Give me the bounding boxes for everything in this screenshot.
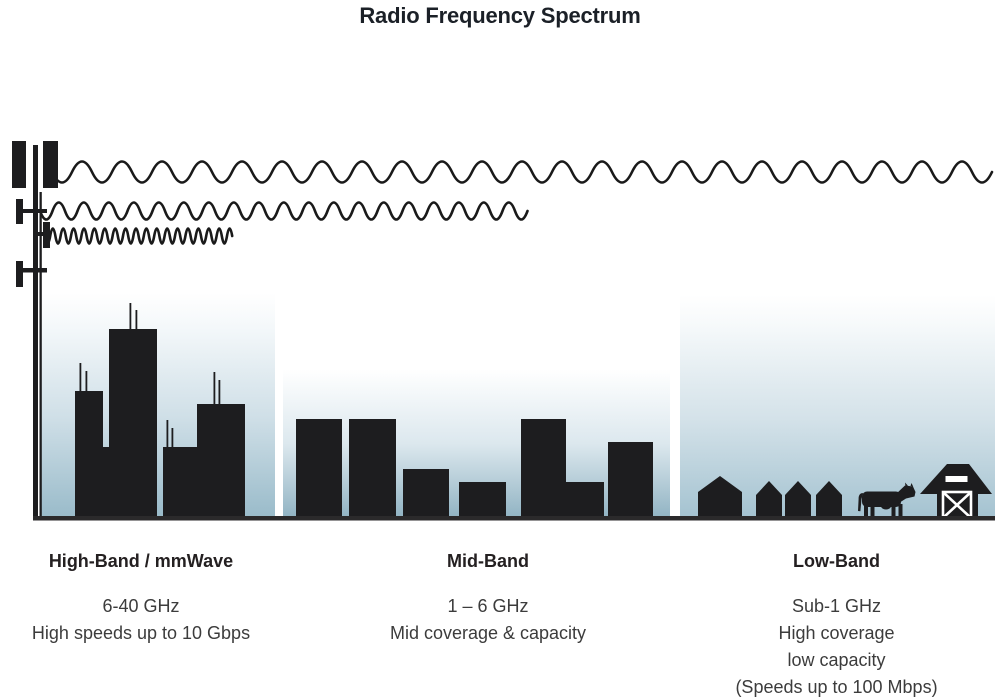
house-icon-2	[785, 481, 811, 519]
tower-antenna-low	[16, 261, 23, 287]
low-frequency-long-reach-wave	[50, 160, 994, 184]
tower-crossbar-small	[33, 232, 50, 236]
high-band-heading: High-Band / mmWave	[48, 551, 234, 571]
barn-icon	[920, 464, 992, 520]
high-band-frequency: 6-40 GHz	[102, 596, 180, 616]
building-3	[403, 469, 449, 520]
ground-line	[33, 516, 995, 521]
building-6	[566, 482, 604, 520]
house-icon-1	[756, 481, 782, 519]
mid-band-heading: Mid-Band	[447, 551, 529, 571]
building-7	[608, 442, 653, 520]
house-icon-3	[816, 481, 842, 519]
mid-rise-buildings	[296, 419, 653, 520]
house-icon-large	[698, 476, 742, 519]
skyscraper-1	[75, 391, 103, 520]
page-title: Radio Frequency Spectrum	[359, 3, 641, 28]
mid-band-label: Mid-Band 1 – 6 GHz Mid coverage & capaci…	[368, 551, 608, 647]
skyscraper-2-tallest	[109, 329, 157, 520]
high-band-description: High speeds up to 10 Gbps	[31, 623, 251, 643]
tower-mast	[33, 145, 38, 520]
low-band-speed: (Speeds up to 100 Mbps)	[735, 677, 938, 697]
skyscraper-3	[163, 447, 197, 520]
building-2	[349, 419, 396, 520]
cow-icon	[858, 482, 916, 518]
mid-band-frequency: 1 – 6 GHz	[447, 596, 529, 616]
low-band-frequency: Sub-1 GHz	[791, 596, 882, 616]
low-band-capacity: low capacity	[787, 650, 886, 670]
building-1	[296, 419, 342, 520]
barn-vent	[945, 476, 968, 482]
tower-mast-secondary	[39, 192, 42, 518]
tower-crossbar-low	[18, 268, 47, 273]
barn-door-cross	[943, 492, 971, 518]
high-frequency-short-reach-wave	[43, 227, 234, 245]
cell-tower-icon	[12, 141, 58, 520]
city-skyline	[75, 303, 245, 520]
low-band-heading: Low-Band	[793, 551, 880, 571]
mid-band-description: Mid coverage & capacity	[389, 623, 587, 643]
low-band-label: Low-Band Sub-1 GHz High coverage low cap…	[714, 551, 959, 700]
skyscraper-4	[197, 404, 245, 520]
skyscraper-background	[103, 447, 109, 519]
radio-waves	[38, 160, 994, 245]
low-band-coverage: High coverage	[778, 623, 895, 643]
mid-frequency-mid-reach-wave	[38, 201, 529, 221]
tower-antenna-panel-left	[12, 141, 26, 188]
rooftop-antennas	[79, 303, 221, 447]
building-5	[521, 419, 566, 520]
tower-antenna-panel-right	[43, 141, 58, 188]
tower-crossbar-mid	[18, 209, 47, 213]
building-4	[459, 482, 506, 520]
rural-scene	[698, 464, 992, 520]
spectrum-diagram	[12, 141, 995, 521]
high-band-label: High-Band / mmWave 6-40 GHz High speeds …	[21, 551, 261, 647]
